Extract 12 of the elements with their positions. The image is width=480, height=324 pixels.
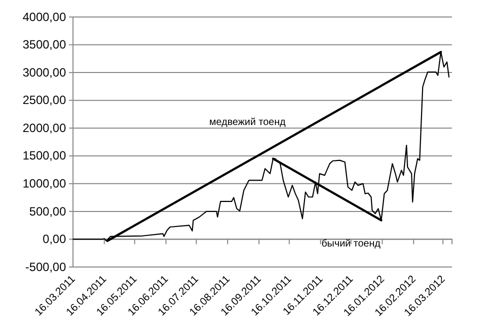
y-tick-label: 3000,00 (22, 65, 66, 80)
y-tick-label: 2500,00 (22, 93, 66, 108)
y-tick-label: 2000,00 (22, 120, 66, 135)
series-label: бычий тоенд (321, 238, 381, 250)
series-label: медвежий тоенд (209, 117, 286, 128)
y-tick-label: 0,00 (42, 232, 66, 246)
y-tick-label: 3500,00 (22, 38, 66, 52)
y-tick-label: -500,00 (25, 260, 66, 274)
y-tick-label: 1000,00 (22, 176, 66, 191)
y-tick-label: 4000,00 (22, 10, 66, 24)
y-tick-label: 500,00 (29, 204, 66, 218)
y-tick-label: 1500,00 (22, 148, 66, 163)
